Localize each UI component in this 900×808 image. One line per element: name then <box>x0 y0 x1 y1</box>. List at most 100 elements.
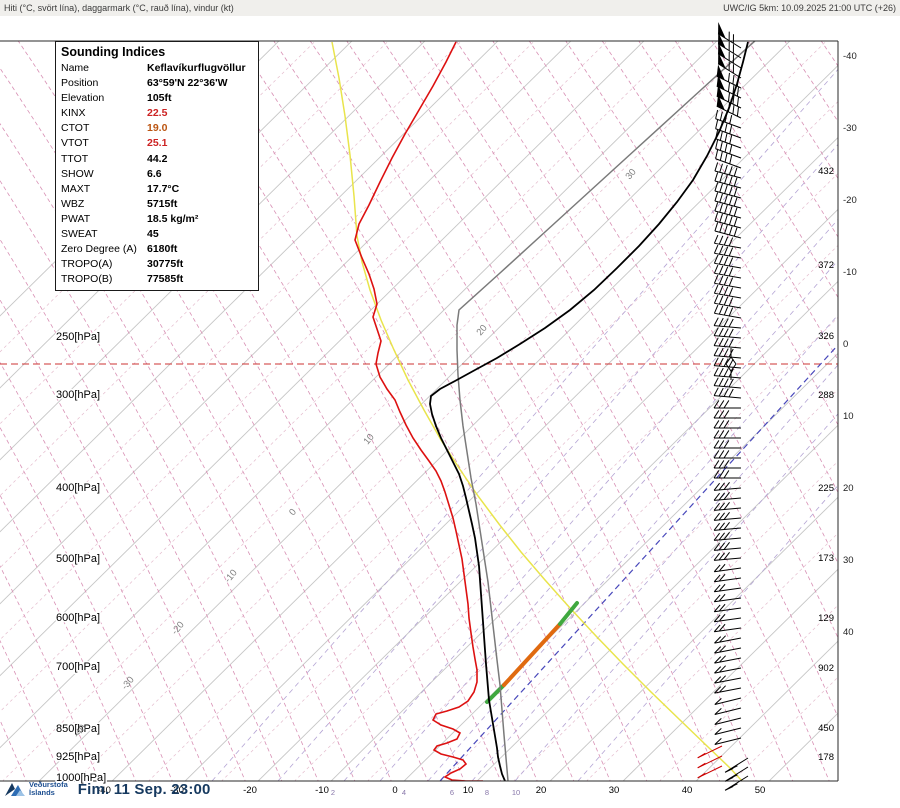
wind-barb-tick <box>719 131 723 141</box>
wind-barb <box>714 647 742 654</box>
wind-barb-tick <box>723 542 730 550</box>
wind-barb-tick <box>713 420 720 429</box>
index-label: PWAT <box>61 212 91 225</box>
wind-barb-tick <box>713 387 719 396</box>
index-row: WBZ 5715ft <box>56 197 258 212</box>
logo-text: Veðurstofa Íslands <box>29 781 68 797</box>
dry-adiabat-line <box>565 41 838 494</box>
wind-barb-tick <box>713 327 719 336</box>
wind-barb-tick <box>723 256 729 266</box>
wind-barb-tick <box>718 482 725 491</box>
dry-adiabat-line <box>711 41 838 238</box>
aux-yellow-curve <box>331 41 743 781</box>
index-label: SHOW <box>61 167 94 180</box>
wind-barb-tick <box>715 129 719 139</box>
index-label: TROPO(B) <box>61 273 113 286</box>
dry-adiabat-line <box>0 123 356 781</box>
index-label: TTOT <box>61 152 89 165</box>
wind-barb-tick <box>718 460 725 469</box>
index-row: SWEAT 45 <box>56 227 258 242</box>
wind-barb-tick <box>724 224 728 234</box>
wind-barb-tick <box>724 174 728 184</box>
top-info-bar: Hiti (°C, svört lína), daggarmark (°C, r… <box>0 0 900 16</box>
right-temp-label: 30 <box>843 555 854 566</box>
wind-barb <box>714 220 742 229</box>
index-label: Name <box>61 62 90 74</box>
wind-barb <box>714 262 742 269</box>
adiabat-label: 10 <box>361 432 376 447</box>
wind-barb-tick <box>713 512 721 521</box>
wind-barb-tick <box>718 337 724 347</box>
height-label: 326 <box>818 331 834 342</box>
wind-barb <box>714 375 742 379</box>
wind-barb-tick <box>728 196 733 206</box>
logo-icon <box>5 783 25 796</box>
dry-adiabat-line <box>674 41 838 299</box>
wind-barb-tick <box>713 357 719 366</box>
wind-barb-tick <box>729 783 738 789</box>
index-row: MAXT 17.7°C <box>56 182 258 197</box>
isotherm-line <box>549 496 838 781</box>
index-label: Position <box>61 77 99 90</box>
dry-adiabat-line <box>309 41 721 781</box>
wind-barb-tick <box>723 532 730 540</box>
dry-adiabat-line <box>0 361 210 781</box>
wind-barb-tick <box>724 153 728 163</box>
wind-barb-tick <box>713 337 719 346</box>
index-value: 19.0 <box>147 122 168 135</box>
wind-barb-tick <box>718 623 726 632</box>
wind-barb-tick <box>718 492 725 501</box>
wind-barb-tick <box>728 368 734 378</box>
dry-adiabat-line <box>455 41 838 718</box>
wind-barb-tick <box>718 357 724 367</box>
wind-barb-tick <box>732 75 735 85</box>
mixing-ratio-line <box>379 259 838 781</box>
wind-barb-tick <box>724 204 728 214</box>
bottom-temp-label: 30 <box>609 785 620 796</box>
isotherm-minor-line <box>0 41 389 425</box>
bottom-temp-label: -20 <box>243 785 257 796</box>
wind-barb-tick <box>715 139 719 149</box>
wind-barb <box>715 118 742 129</box>
wind-barb-tick <box>728 226 733 236</box>
wind-barb-tick <box>713 624 721 633</box>
bottom-temp-label: -30 <box>170 785 184 796</box>
wind-barb-tick <box>728 247 734 257</box>
wind-barb <box>714 707 742 716</box>
dry-adiabat-line <box>0 494 137 781</box>
adiabat-label: 0 <box>287 507 299 518</box>
wind-barb-tick <box>718 563 726 572</box>
wind-barb-tick <box>723 410 730 419</box>
wind-barb-tick <box>728 287 734 297</box>
wind-barb-tick <box>719 203 723 213</box>
mixing-ratio-line <box>427 314 838 781</box>
wind-barb-tick <box>714 212 719 222</box>
index-value: 5715ft <box>147 197 178 210</box>
wind-barb-tick <box>713 400 720 409</box>
wind-barb-tick <box>727 102 730 112</box>
bottom-temp-label: 10 <box>463 785 474 796</box>
wind-barb-tick <box>727 82 730 92</box>
wind-barb-tick <box>733 207 738 217</box>
index-row: TTOT 44.2 <box>56 152 258 167</box>
wind-barb-tick <box>714 202 719 212</box>
wind-barb-tick <box>729 115 733 125</box>
wind-barb-tick <box>713 284 719 294</box>
wind-barb-tick <box>723 296 729 306</box>
wind-barb-tick <box>718 583 726 592</box>
wind-barb-tick <box>723 388 729 397</box>
wind-barb-tick <box>714 636 722 644</box>
wind-barb-tick <box>714 172 719 182</box>
height-label: 173 <box>818 553 834 564</box>
wind-barb-tick <box>719 685 726 693</box>
wind-barb-tick <box>728 358 734 368</box>
wind-barb <box>724 775 749 791</box>
index-value: 45 <box>147 228 159 241</box>
index-value: 25.1 <box>147 137 168 150</box>
adiabat-label: -10 <box>222 568 239 586</box>
wind-barb-tick <box>718 317 724 327</box>
wind-barb-tick <box>718 532 725 541</box>
bottom-temp-label: 50 <box>755 785 766 796</box>
wind-barb-tick <box>719 635 726 643</box>
index-row: TROPO(A) 30775ft <box>56 257 258 272</box>
